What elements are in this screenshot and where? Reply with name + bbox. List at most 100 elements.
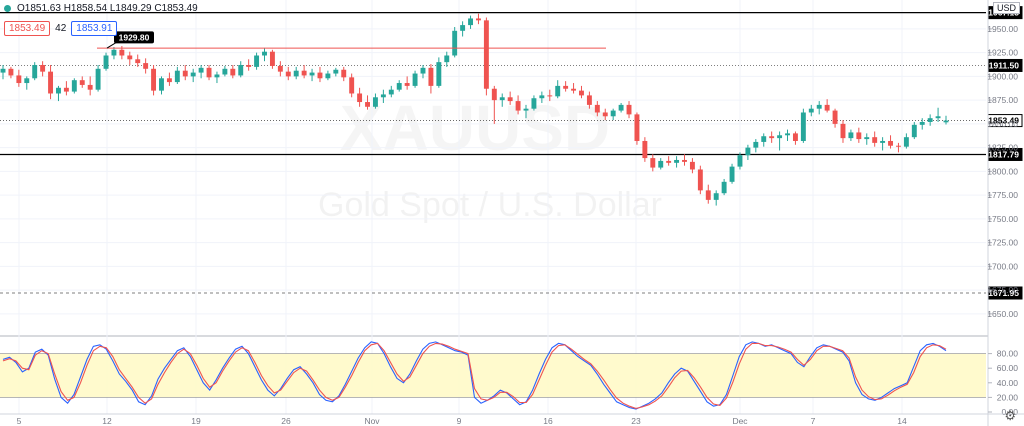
gear-icon[interactable]: ⚙ bbox=[1004, 408, 1016, 423]
candle-body bbox=[579, 90, 584, 96]
watermark: XAUUSD Gold Spot / U.S. Dollar bbox=[318, 92, 662, 224]
candle-body bbox=[721, 181, 727, 194]
candle-body bbox=[222, 68, 228, 75]
candle-body bbox=[8, 68, 14, 76]
candle-body bbox=[428, 67, 434, 86]
price-axis[interactable]: 1650.00 1675.00 1700.00 1725.00 1750.00 1775.… bbox=[987, 0, 1018, 426]
candle-body bbox=[491, 88, 497, 101]
time-tick-label: 23 bbox=[631, 416, 641, 426]
oscillator-d-line bbox=[2, 342, 947, 409]
candle-body bbox=[127, 55, 133, 60]
oscillator-pane bbox=[0, 341, 986, 410]
price-tick-label: 1900.00 bbox=[987, 71, 1018, 81]
candle-body bbox=[610, 110, 616, 117]
candle-body bbox=[531, 98, 537, 109]
level-label: 1817.79 bbox=[988, 149, 1019, 159]
candle-body bbox=[816, 104, 822, 109]
time-tick-label: 14 bbox=[897, 416, 907, 426]
candle-body bbox=[40, 64, 46, 72]
status-dot-icon bbox=[4, 5, 11, 12]
candle-body bbox=[143, 63, 149, 69]
time-tick-label: 12 bbox=[102, 416, 112, 426]
candle-body bbox=[159, 78, 164, 91]
candle-body bbox=[285, 71, 291, 77]
time-axis[interactable]: 5 12 19 26 Nov 9 16 23 Dec 7 14 bbox=[0, 413, 1024, 426]
candle-body bbox=[705, 190, 711, 200]
candle-body bbox=[182, 70, 188, 77]
currency-selector[interactable]: USD bbox=[992, 2, 1020, 14]
candle-body bbox=[856, 132, 862, 140]
time-tick-label: 26 bbox=[281, 416, 291, 426]
price-tick-label: 1700.00 bbox=[987, 261, 1018, 271]
candle-body bbox=[444, 55, 450, 63]
bid-price-badge[interactable]: 1853.49 bbox=[4, 21, 51, 36]
candle-body bbox=[95, 68, 101, 90]
candle-body bbox=[840, 123, 846, 139]
candle-body bbox=[832, 110, 838, 124]
candle-body bbox=[460, 25, 466, 31]
ask-price-badge[interactable]: 1853.91 bbox=[71, 21, 118, 36]
candle-body bbox=[230, 68, 236, 76]
candle-body bbox=[872, 137, 878, 143]
candle-body bbox=[618, 104, 624, 111]
candle-body bbox=[71, 80, 77, 92]
annotation-box bbox=[114, 31, 154, 44]
candle-body bbox=[848, 132, 854, 139]
candle-body bbox=[420, 67, 426, 74]
candle-body bbox=[349, 77, 355, 94]
candle-body bbox=[357, 93, 363, 103]
candle-body bbox=[317, 72, 323, 79]
candle-body bbox=[404, 83, 410, 86]
candle-body bbox=[87, 84, 93, 90]
candle-body bbox=[943, 120, 949, 123]
candle-body bbox=[198, 67, 204, 73]
candle-body bbox=[658, 160, 664, 168]
candle-body bbox=[515, 101, 521, 111]
candle-body bbox=[761, 136, 767, 142]
candle-body bbox=[483, 20, 489, 89]
candle-body bbox=[571, 88, 577, 91]
candle-body bbox=[634, 114, 640, 141]
candle-body bbox=[119, 49, 125, 56]
candle-body bbox=[103, 55, 109, 69]
candle-body bbox=[262, 51, 267, 56]
candle-body bbox=[769, 136, 775, 139]
oscillator-tick-label: 0.00 bbox=[1001, 407, 1018, 417]
candle-body bbox=[269, 51, 275, 66]
candle-body bbox=[919, 121, 925, 125]
watermark-symbol: XAUUSD bbox=[340, 92, 610, 164]
candle-body bbox=[365, 102, 370, 107]
candle-body bbox=[792, 133, 798, 141]
candle-body bbox=[135, 59, 141, 64]
ohlc-legend: O1851.63 H1858.54 L1849.29 C1853.49 bbox=[4, 3, 198, 14]
candle-body bbox=[729, 166, 735, 182]
candle-body bbox=[246, 64, 252, 67]
oscillator-k-line bbox=[2, 341, 947, 410]
candle-body bbox=[309, 72, 315, 76]
candle-body bbox=[523, 108, 529, 111]
candle-body bbox=[380, 94, 386, 98]
candle-body bbox=[880, 140, 886, 143]
candles bbox=[0, 13, 949, 206]
grid bbox=[0, 0, 988, 414]
annotation-label: 1929.80 bbox=[119, 32, 150, 42]
price-tick-label: 1825.00 bbox=[987, 143, 1018, 153]
candle-body bbox=[206, 67, 212, 78]
candle-body bbox=[214, 74, 220, 78]
candle-body bbox=[277, 65, 283, 72]
candle-body bbox=[238, 64, 244, 76]
candle-body bbox=[713, 193, 719, 200]
candle-body bbox=[507, 97, 513, 102]
candle-body bbox=[650, 158, 656, 168]
price-tick-label: 1950.00 bbox=[987, 24, 1018, 34]
candle-body bbox=[372, 97, 378, 107]
candle-body bbox=[682, 159, 687, 162]
annotation[interactable]: 1929.80 bbox=[97, 31, 606, 49]
candle-body bbox=[547, 95, 553, 97]
candle-body bbox=[888, 140, 893, 146]
candle-body bbox=[800, 112, 806, 141]
price-tick-label: 1850.00 bbox=[987, 119, 1018, 129]
oscillator-tick-label: 40.00 bbox=[997, 378, 1019, 388]
